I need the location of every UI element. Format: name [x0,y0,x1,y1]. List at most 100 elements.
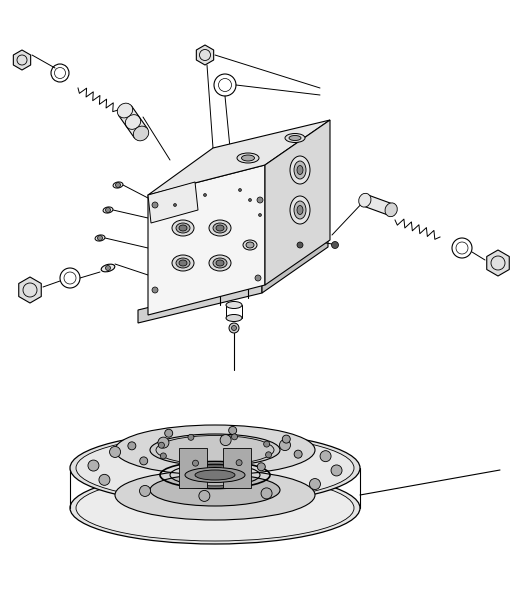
Ellipse shape [117,103,133,118]
Circle shape [320,451,331,462]
Circle shape [331,465,342,476]
Circle shape [261,488,272,499]
Ellipse shape [185,468,245,483]
Ellipse shape [237,153,259,163]
Circle shape [249,198,251,201]
Polygon shape [13,50,31,70]
Circle shape [106,208,110,212]
Circle shape [165,429,173,437]
Circle shape [282,435,290,443]
Polygon shape [148,120,330,195]
Ellipse shape [76,435,354,501]
Circle shape [297,242,303,248]
Circle shape [193,460,199,466]
Circle shape [116,183,120,188]
Circle shape [239,189,241,192]
Circle shape [263,441,270,447]
Circle shape [128,442,136,450]
Ellipse shape [226,301,242,309]
Ellipse shape [115,470,315,520]
Circle shape [229,323,239,333]
Ellipse shape [289,136,301,140]
Polygon shape [196,45,214,65]
Circle shape [220,434,231,446]
Circle shape [203,194,206,197]
Circle shape [88,460,99,471]
Polygon shape [138,280,262,323]
Ellipse shape [216,225,224,231]
Circle shape [257,197,263,203]
Circle shape [257,463,265,471]
Circle shape [152,202,158,208]
Ellipse shape [294,161,306,179]
Ellipse shape [241,155,254,161]
Circle shape [140,457,148,465]
Polygon shape [179,448,207,488]
Ellipse shape [290,156,310,184]
Polygon shape [148,182,198,223]
Circle shape [255,275,261,281]
Polygon shape [262,234,328,293]
Circle shape [294,450,302,458]
Polygon shape [265,120,330,285]
Ellipse shape [213,223,227,233]
Polygon shape [118,106,148,138]
Polygon shape [148,165,265,315]
Ellipse shape [297,206,303,215]
Circle shape [229,427,237,434]
Circle shape [279,440,290,451]
Ellipse shape [179,225,187,231]
Ellipse shape [226,315,242,321]
Circle shape [199,491,210,502]
Circle shape [99,474,110,485]
Circle shape [158,442,164,448]
Ellipse shape [176,258,190,268]
Circle shape [236,460,242,466]
Circle shape [231,325,237,330]
Polygon shape [363,195,393,215]
Ellipse shape [216,260,224,266]
Circle shape [158,437,169,448]
Ellipse shape [385,203,397,217]
Ellipse shape [179,260,187,266]
Circle shape [174,203,176,206]
Ellipse shape [172,220,194,236]
Ellipse shape [176,223,190,233]
Circle shape [188,434,194,440]
Ellipse shape [213,258,227,268]
Ellipse shape [103,207,113,213]
Polygon shape [487,250,510,276]
Ellipse shape [209,220,231,236]
Circle shape [139,485,150,497]
Ellipse shape [95,235,105,241]
Ellipse shape [294,201,306,219]
Ellipse shape [150,474,280,506]
Ellipse shape [285,134,305,143]
Ellipse shape [70,472,360,544]
Ellipse shape [290,196,310,224]
Ellipse shape [113,182,123,188]
Ellipse shape [246,242,254,248]
Circle shape [231,434,238,440]
Circle shape [309,479,320,489]
Ellipse shape [115,425,315,475]
Polygon shape [223,448,251,488]
Ellipse shape [134,126,149,141]
Ellipse shape [76,475,354,541]
Circle shape [106,266,110,270]
Ellipse shape [359,194,371,207]
Polygon shape [18,277,41,303]
Ellipse shape [195,470,235,480]
Ellipse shape [243,240,257,250]
Ellipse shape [70,432,360,504]
Circle shape [110,446,120,457]
Circle shape [152,287,158,293]
Ellipse shape [297,166,303,174]
Circle shape [332,241,338,249]
Circle shape [266,452,271,458]
Circle shape [193,466,201,474]
Ellipse shape [156,436,274,465]
Ellipse shape [101,264,115,272]
Ellipse shape [172,255,194,271]
Ellipse shape [209,255,231,271]
